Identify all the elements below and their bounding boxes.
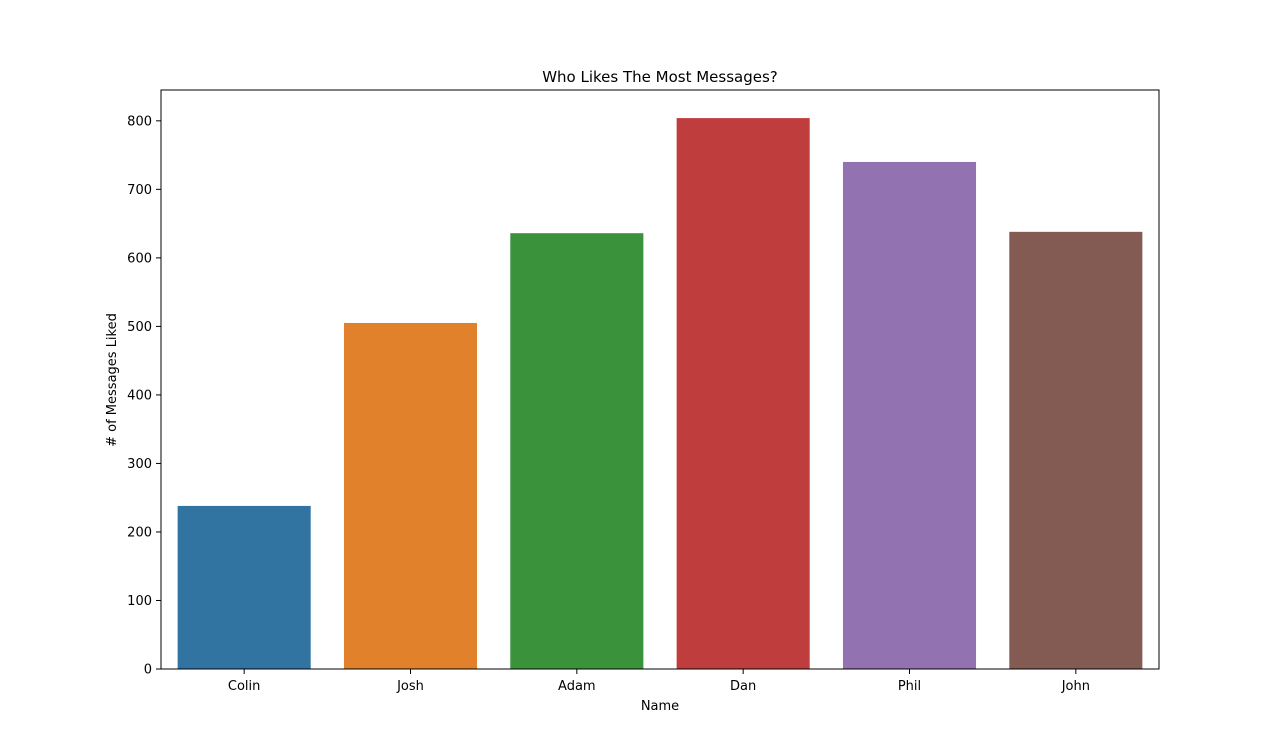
bar-josh [343, 322, 478, 669]
x-tick-label: Phil [898, 679, 921, 694]
y-tick-label: 800 [127, 114, 152, 129]
chart-title: Who Likes The Most Messages? [542, 68, 778, 86]
y-tick-label: 400 [127, 388, 152, 403]
x-tick-label: Colin [228, 679, 261, 694]
y-axis-title: # of Messages Liked [105, 313, 120, 447]
x-axis-title: Name [641, 699, 679, 714]
y-tick-label: 300 [127, 457, 152, 472]
y-tick-label: 700 [127, 183, 152, 198]
y-tick-label: 200 [127, 525, 152, 540]
bar-john [1009, 231, 1143, 669]
y-tick-label: 100 [127, 594, 152, 609]
y-tick-label: 600 [127, 251, 152, 266]
bar-phil [842, 161, 977, 669]
x-tick-label: Adam [558, 679, 596, 694]
bars-layer [177, 118, 1143, 669]
x-tick-label: Josh [396, 679, 424, 694]
x-tick-label: Dan [730, 679, 756, 694]
x-tick-label: John [1061, 679, 1090, 694]
x-axis: Colin Josh Adam Dan Phil John [228, 669, 1090, 694]
y-tick-label: 0 [144, 663, 152, 678]
y-axis: 0 100 200 300 400 500 600 700 800 [127, 114, 161, 678]
bar-dan [676, 118, 810, 669]
y-tick-label: 500 [127, 320, 152, 335]
bar-colin [177, 505, 311, 669]
bar-adam [510, 233, 644, 669]
plot-frame [160, 89, 1160, 670]
